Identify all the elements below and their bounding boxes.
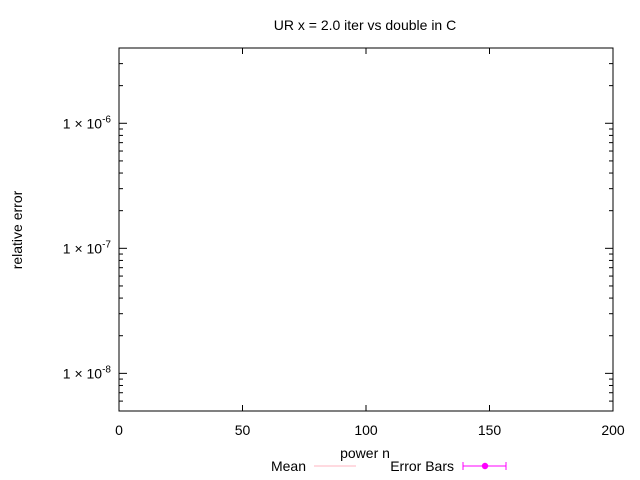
- x-tick-label: 200: [601, 422, 625, 438]
- legend-label-error-bars: Error Bars: [390, 458, 454, 474]
- x-tick-label: 150: [478, 422, 502, 438]
- plot-frame: [118, 47, 614, 412]
- x-tick-label: 0: [115, 422, 123, 438]
- y-axis-label: relative error: [9, 190, 25, 269]
- y-tick-label: 1 × 10-8: [63, 364, 112, 381]
- legend: Mean Error Bars: [271, 458, 507, 474]
- plot-frame-rect: [118, 47, 614, 412]
- legend-label-mean: Mean: [271, 458, 306, 474]
- legend-swatch-error-bars: [462, 462, 507, 470]
- y-tick-label: 1 × 10-7: [63, 239, 112, 256]
- x-axis-ticks: 0 50 100 150 200: [115, 48, 625, 438]
- y-tick-label: 1 × 10-6: [63, 114, 112, 131]
- x-axis-label: power n: [340, 445, 390, 461]
- chart-title: UR x = 2.0 iter vs double in C: [274, 17, 456, 33]
- x-tick-label: 100: [354, 422, 378, 438]
- y-axis-ticks: 1 × 10-8 1 × 10-7 1 × 10-6: [63, 47, 613, 412]
- x-tick-label: 50: [235, 422, 251, 438]
